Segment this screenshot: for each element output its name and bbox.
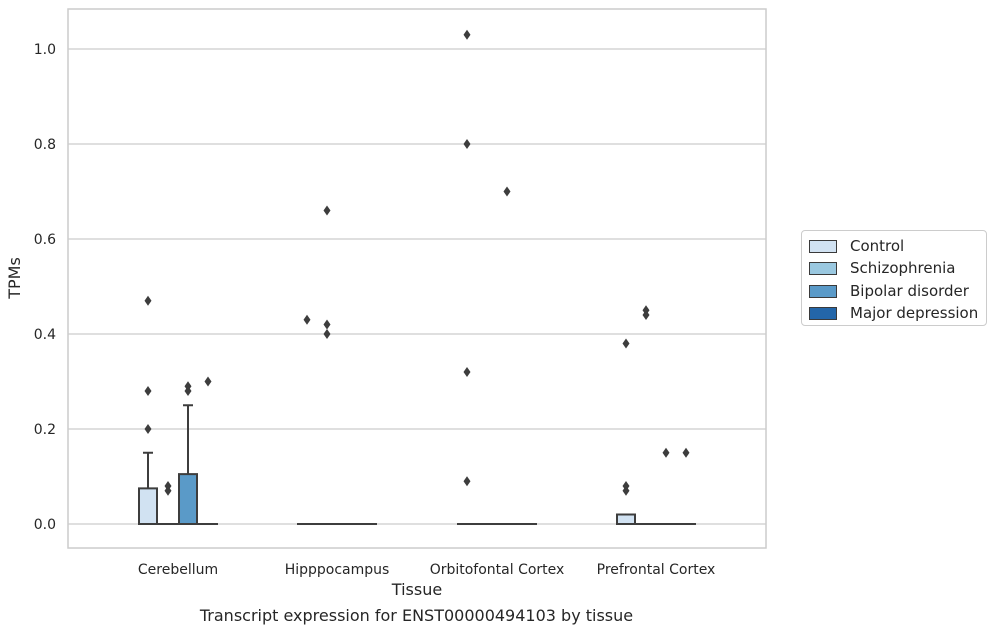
outlier-point xyxy=(323,205,331,216)
outliers xyxy=(144,29,690,496)
legend-swatch-schizophrenia xyxy=(809,261,837,275)
y-tick-label: 0.6 xyxy=(34,232,56,248)
legend: Control Schizophrenia Bipolar disorder M… xyxy=(801,230,987,326)
chart-caption: Transcript expression for ENST0000049410… xyxy=(199,606,634,625)
outlier-point xyxy=(204,376,212,387)
legend-item-control: Control xyxy=(809,237,904,255)
plot-frame xyxy=(67,8,767,549)
y-axis-label: TPMs xyxy=(5,257,24,300)
plot-area xyxy=(68,9,766,548)
outlier-point xyxy=(463,139,471,149)
outlier-point xyxy=(144,295,152,306)
outlier-point xyxy=(164,485,172,496)
outlier-point xyxy=(622,485,630,496)
legend-label: Major depression xyxy=(850,304,979,322)
outlier-point xyxy=(503,186,511,197)
legend-label: Schizophrenia xyxy=(850,259,956,277)
legend-label: Bipolar disorder xyxy=(850,282,969,300)
box xyxy=(616,513,636,525)
x-axis-ticks: Cerebellum Hipppocampus Orbitofontal Corte… xyxy=(138,562,715,578)
outlier-point xyxy=(463,476,471,487)
y-tick-label: 0.0 xyxy=(34,517,56,533)
outlier-point xyxy=(323,319,331,330)
x-tick-label: Orbitofontal Cortex xyxy=(430,562,565,578)
outlier-point xyxy=(682,447,690,458)
outlier-point xyxy=(463,367,471,377)
y-tick-label: 0.8 xyxy=(34,137,56,153)
outlier-point xyxy=(463,29,471,40)
x-axis-label: Tissue xyxy=(391,580,442,599)
x-tick-label: Cerebellum xyxy=(138,562,218,578)
x-tick-label: Prefrontal Cortex xyxy=(597,562,716,578)
outlier-point xyxy=(144,386,152,396)
legend-swatch-major-depression xyxy=(809,306,837,320)
outlier-point xyxy=(303,314,311,325)
boxes xyxy=(138,404,696,526)
y-axis-ticks: 0.0 0.2 0.4 0.6 0.8 1.0 xyxy=(34,42,56,533)
legend-item-major-depression: Major depression xyxy=(809,304,978,322)
y-tick-label: 0.4 xyxy=(34,327,56,343)
outlier-point xyxy=(662,447,670,458)
legend-swatch-bipolar-disorder xyxy=(809,284,837,298)
x-tick-label: Hipppocampus xyxy=(285,562,390,578)
outlier-point xyxy=(642,310,650,320)
outlier-point xyxy=(144,424,152,434)
legend-item-schizophrenia: Schizophrenia xyxy=(809,259,955,277)
legend-item-bipolar-disorder: Bipolar disorder xyxy=(809,282,969,300)
y-tick-label: 0.2 xyxy=(34,422,56,438)
outlier-point xyxy=(323,329,331,339)
legend-swatch-control xyxy=(809,239,837,253)
outlier-point xyxy=(184,386,192,396)
outlier-point xyxy=(622,338,630,349)
legend-label: Control xyxy=(850,237,905,255)
box xyxy=(178,473,198,525)
y-tick-label: 1.0 xyxy=(34,42,56,58)
box xyxy=(138,487,158,525)
